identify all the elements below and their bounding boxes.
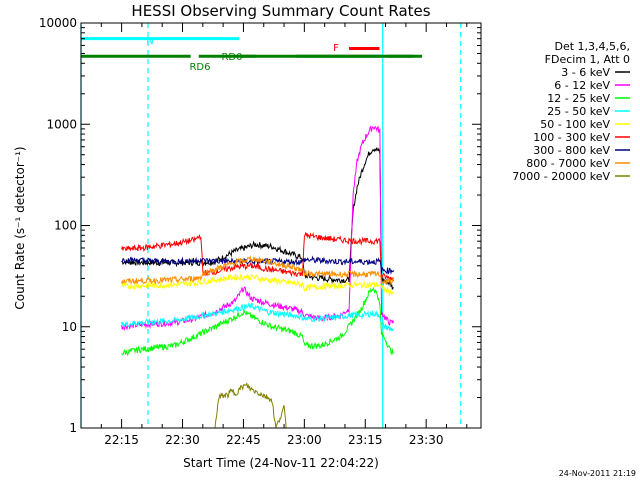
- x-tick-label: 23:15: [348, 433, 383, 447]
- series-line: [121, 286, 394, 357]
- y-tick-label: 10: [62, 320, 77, 334]
- x-tick-label: 22:45: [226, 433, 261, 447]
- y-tick-label: 100: [54, 219, 77, 233]
- series-lines: [121, 125, 395, 429]
- series-line: [121, 147, 395, 291]
- plot-frame: [80, 22, 482, 429]
- series-line: [214, 382, 287, 429]
- legend-item: 50 - 100 keV: [540, 118, 610, 131]
- axes: 1 10 100 1000 10000 22:15 22:30 22:45 23:00 23:15…: [39, 16, 482, 447]
- y-tick-label: 1000: [46, 117, 77, 131]
- series-line: [121, 255, 395, 275]
- x-tick-label: 23:30: [409, 433, 444, 447]
- annotation-label: RD0: [221, 52, 242, 63]
- legend-item: 3 - 6 keV: [561, 66, 610, 79]
- annotation-label: N: [146, 36, 153, 47]
- legend-item: 6 - 12 keV: [554, 79, 610, 92]
- legend: Det 1,3,4,5,6,FDecim 1, Att 03 - 6 keV6 …: [512, 40, 630, 183]
- series-line: [121, 231, 394, 282]
- series-line: [121, 125, 395, 332]
- y-tick-label: 1: [69, 421, 77, 435]
- x-tick-label: 22:15: [104, 433, 139, 447]
- legend-item: 12 - 25 keV: [547, 92, 610, 105]
- legend-header: FDecim 1, Att 0: [545, 53, 630, 66]
- x-tick-label: 23:00: [287, 433, 322, 447]
- series-line: [121, 301, 394, 332]
- y-tick-label: 10000: [39, 16, 77, 30]
- annotation-label: F: [333, 43, 339, 54]
- y-axis-label: Count Rate (s⁻¹ detector⁻¹): [13, 146, 27, 309]
- legend-item: 100 - 300 keV: [533, 131, 610, 144]
- legend-header: Det 1,3,4,5,6,: [554, 40, 630, 53]
- legend-item: 25 - 50 keV: [547, 105, 610, 118]
- footer-timestamp: 24-Nov-2011 21:19: [559, 469, 636, 478]
- legend-item: 7000 - 20000 keV: [512, 170, 610, 183]
- series-line: [121, 255, 395, 286]
- series-line: [121, 273, 395, 297]
- x-axis-label: Start Time (24-Nov-11 22:04:22): [183, 456, 379, 470]
- chart-title: HESSI Observing Summary Count Rates: [131, 2, 430, 20]
- x-tick-label: 22:30: [165, 433, 200, 447]
- legend-item: 800 - 7000 keV: [526, 157, 610, 170]
- vertical-markers: [80, 23, 462, 428]
- annotation-label: RD6: [189, 62, 210, 73]
- annotation-bars: N F RD0 RD6: [81, 36, 423, 73]
- legend-item: 300 - 800 keV: [533, 144, 610, 157]
